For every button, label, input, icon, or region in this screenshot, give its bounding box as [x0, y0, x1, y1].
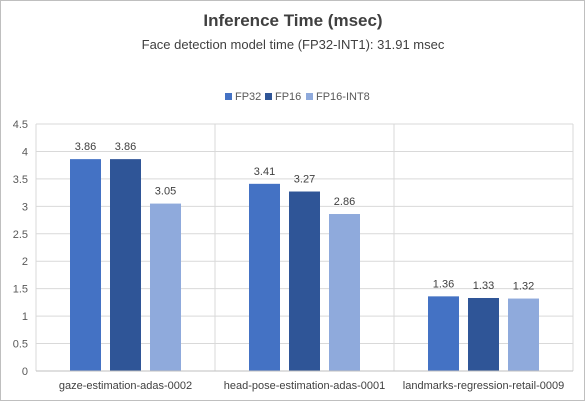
y-tick-label: 0.5	[13, 339, 28, 351]
y-tick-label: 2.5	[13, 229, 28, 241]
bar	[150, 203, 181, 371]
bar	[428, 296, 459, 371]
bars	[70, 159, 539, 371]
y-tick-label: 3	[22, 201, 28, 213]
data-label: 3.27	[294, 174, 315, 186]
y-tick-label: 0	[22, 366, 28, 378]
bar	[110, 159, 141, 371]
data-label: 1.32	[513, 281, 534, 293]
chart-title: Inference Time (msec)	[203, 11, 382, 30]
legend-label: FP16	[275, 91, 301, 103]
data-labels: 3.86 3.86 3.05 3.41 3.27 2.86 1.36 1.33 1.32	[75, 141, 534, 292]
legend: FP32 FP16 FP16-INT8	[225, 91, 370, 103]
data-label: 1.33	[473, 280, 494, 292]
bar	[329, 214, 360, 371]
bar	[249, 183, 280, 371]
data-label: 3.05	[155, 186, 176, 198]
x-tick-label: landmarks-regression-retail-0009	[403, 380, 564, 392]
legend-swatch	[225, 93, 232, 100]
bar	[289, 191, 320, 371]
y-tick-label: 4	[22, 146, 28, 158]
data-label: 1.36	[433, 278, 454, 290]
y-tick-label: 2	[22, 256, 28, 268]
x-tick-label: gaze-estimation-adas-0002	[59, 380, 192, 392]
legend-swatch	[265, 93, 272, 100]
bar	[70, 159, 101, 371]
y-tick-label: 1.5	[13, 284, 28, 296]
legend-swatch	[306, 93, 313, 100]
x-axis: gaze-estimation-adas-0002 head-pose-estim…	[36, 370, 573, 392]
bar	[468, 297, 499, 371]
data-label: 3.86	[115, 141, 136, 153]
data-label: 3.86	[75, 141, 96, 153]
y-tick-label: 3.5	[13, 174, 28, 186]
y-tick-label: 1	[22, 311, 28, 323]
legend-label: FP32	[235, 91, 261, 103]
y-tick-label: 4.5	[13, 119, 28, 131]
legend-label: FP16-INT8	[316, 91, 370, 103]
y-axis: 0 0.5 1 1.5 2 2.5 3 3.5 4 4.5	[13, 119, 28, 378]
data-label: 3.41	[254, 166, 275, 178]
chart-subtitle: Face detection model time (FP32-INT1): 3…	[142, 37, 445, 52]
bar	[508, 298, 539, 371]
x-tick-label: head-pose-estimation-adas-0001	[224, 380, 385, 392]
data-label: 2.86	[334, 196, 355, 208]
